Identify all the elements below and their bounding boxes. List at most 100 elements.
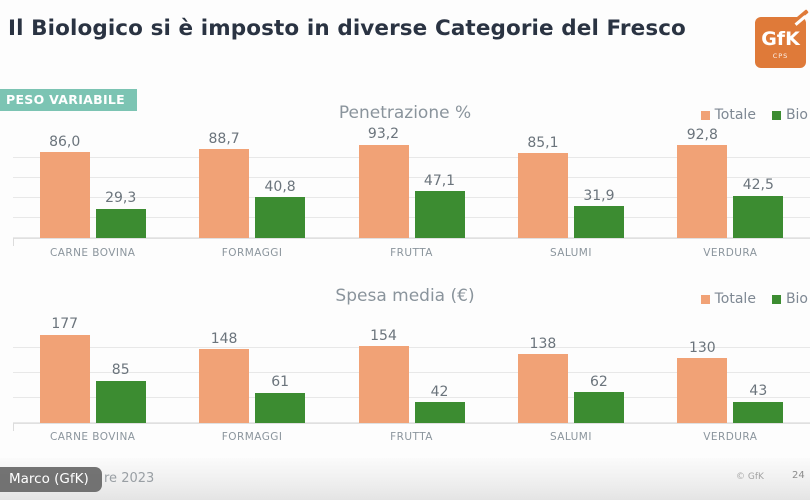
bar-column-totale: 148 [199, 330, 250, 423]
legend-item-bio: Bio [771, 291, 808, 307]
bar-bio [414, 402, 465, 423]
presenter-name-badge: Marco (GfK) [0, 467, 102, 492]
legend: Totale Bio [700, 291, 808, 307]
category-group: 93,2 47,1 [332, 127, 491, 238]
chart-title-penetrazione: Penetrazione % [338, 103, 472, 123]
category-label: CARNE BOVINA [49, 247, 136, 259]
category-group: 130 43 [651, 323, 810, 423]
bar-bio [733, 195, 784, 238]
bar-value-label: 42,5 [742, 177, 774, 194]
logo-subtext: CPS [772, 51, 789, 60]
category-group: 148 61 [172, 323, 331, 423]
category-group: 88,7 40,8 [172, 131, 331, 238]
legend-item-totale: Totale [700, 291, 756, 307]
peso-variabile-badge: PESO VARIABILE [0, 89, 138, 111]
bar-totale [677, 358, 728, 423]
bar-totale [199, 349, 250, 423]
bar-column-bio: 43 [733, 383, 784, 423]
bar-value-label: 85 [111, 362, 130, 379]
bar-value-label: 62 [590, 373, 608, 390]
category-label: FRUTTA [390, 431, 433, 443]
bar-column-bio: 62 [573, 373, 624, 423]
bar-column-totale: 88,7 [199, 130, 250, 238]
footer-band [0, 458, 810, 500]
bar-totale [358, 346, 409, 423]
bar-column-bio: 85 [95, 362, 146, 423]
legend-swatch [700, 294, 710, 304]
category-label: FRUTTA [390, 247, 433, 259]
bar-column-bio: 42,5 [733, 177, 784, 238]
category-group: 86,0 29,3 [13, 133, 172, 238]
bar-value-label: 130 [688, 339, 716, 356]
bar-value-label: 92,8 [686, 126, 718, 143]
bar-totale [517, 152, 568, 238]
bar-value-label: 93,2 [367, 126, 400, 143]
legend-swatch [700, 110, 710, 120]
gfk-logo: GfK CPS [755, 9, 809, 68]
legend-swatch [771, 294, 781, 304]
logo-text: GfK [761, 27, 800, 50]
bar-column-bio: 42 [414, 383, 465, 423]
bar-column-totale: 177 [39, 316, 90, 423]
bar-totale [199, 149, 250, 238]
category-labels: CARNE BOVINA FORMAGGI FRUTTA SALUMI VERDURA [13, 431, 810, 443]
category-group: 138 62 [491, 323, 650, 423]
legend-label: Bio [785, 291, 808, 307]
bar-value-label: 40,8 [264, 178, 296, 195]
bar-bio [95, 380, 146, 423]
bar-bio [573, 392, 624, 423]
category-label: VERDURA [703, 431, 758, 443]
chart-title-spesa-media: Spesa media (€) [335, 286, 475, 306]
bar-value-label: 43 [749, 383, 768, 400]
footer-date-text: re 2023 [104, 471, 155, 486]
plot-area: 177 85 148 61 154 42 138 62 130 43 [13, 316, 810, 431]
bar-column-totale: 86,0 [39, 133, 90, 238]
category-group: 85,1 31,9 [491, 134, 650, 238]
bar-value-label: 47,1 [423, 172, 456, 189]
category-group: 154 42 [332, 323, 491, 423]
bar-column-bio: 47,1 [414, 172, 465, 238]
legend-item-bio: Bio [771, 107, 808, 123]
bar-bio [255, 392, 306, 423]
bar-column-totale: 154 [358, 328, 409, 423]
bar-column-totale: 85,1 [517, 134, 568, 238]
category-label: CARNE BOVINA [49, 431, 136, 443]
bar-column-bio: 31,9 [573, 187, 624, 238]
category-label: SALUMI [549, 247, 592, 259]
category-label: FORMAGGI [221, 247, 283, 259]
page-number: 24 [792, 470, 805, 481]
bar-value-label: 29,3 [105, 190, 137, 207]
bar-value-label: 177 [51, 316, 79, 333]
category-group: 92,8 42,5 [651, 127, 810, 238]
legend: Totale Bio [700, 107, 808, 123]
bar-column-totale: 92,8 [677, 126, 728, 238]
bar-column-bio: 40,8 [255, 178, 306, 238]
plot-area: 86,0 29,3 88,7 40,8 93,2 47,1 85,1 31,9 92,8 42,5 [13, 127, 810, 246]
bar-value-label: 138 [529, 335, 557, 352]
bar-value-label: 86,0 [49, 133, 81, 150]
bar-column-bio: 29,3 [95, 190, 146, 238]
bar-totale [517, 354, 568, 423]
bar-value-label: 42 [430, 383, 449, 400]
bar-value-label: 31,9 [583, 187, 615, 204]
bar-totale [39, 152, 90, 238]
bar-totale [677, 145, 728, 238]
bar-column-bio: 61 [255, 374, 306, 423]
bar-column-totale: 93,2 [358, 126, 409, 238]
bar-totale [358, 144, 409, 238]
legend-label: Totale [714, 291, 756, 307]
bar-bio [95, 208, 146, 238]
category-label: VERDURA [703, 247, 758, 259]
bar-value-label: 61 [271, 374, 290, 391]
category-label: FORMAGGI [221, 431, 283, 443]
bar-value-label: 148 [210, 330, 238, 347]
bar-column-totale: 138 [517, 335, 568, 423]
bar-value-label: 85,1 [527, 134, 559, 151]
legend-label: Bio [785, 107, 808, 123]
slide-title: Il Biologico si è imposto in diverse Cat… [8, 16, 686, 41]
bar-value-label: 88,7 [208, 130, 240, 147]
legend-item-totale: Totale [700, 107, 756, 123]
bar-bio [573, 206, 624, 238]
bar-totale [39, 334, 90, 423]
